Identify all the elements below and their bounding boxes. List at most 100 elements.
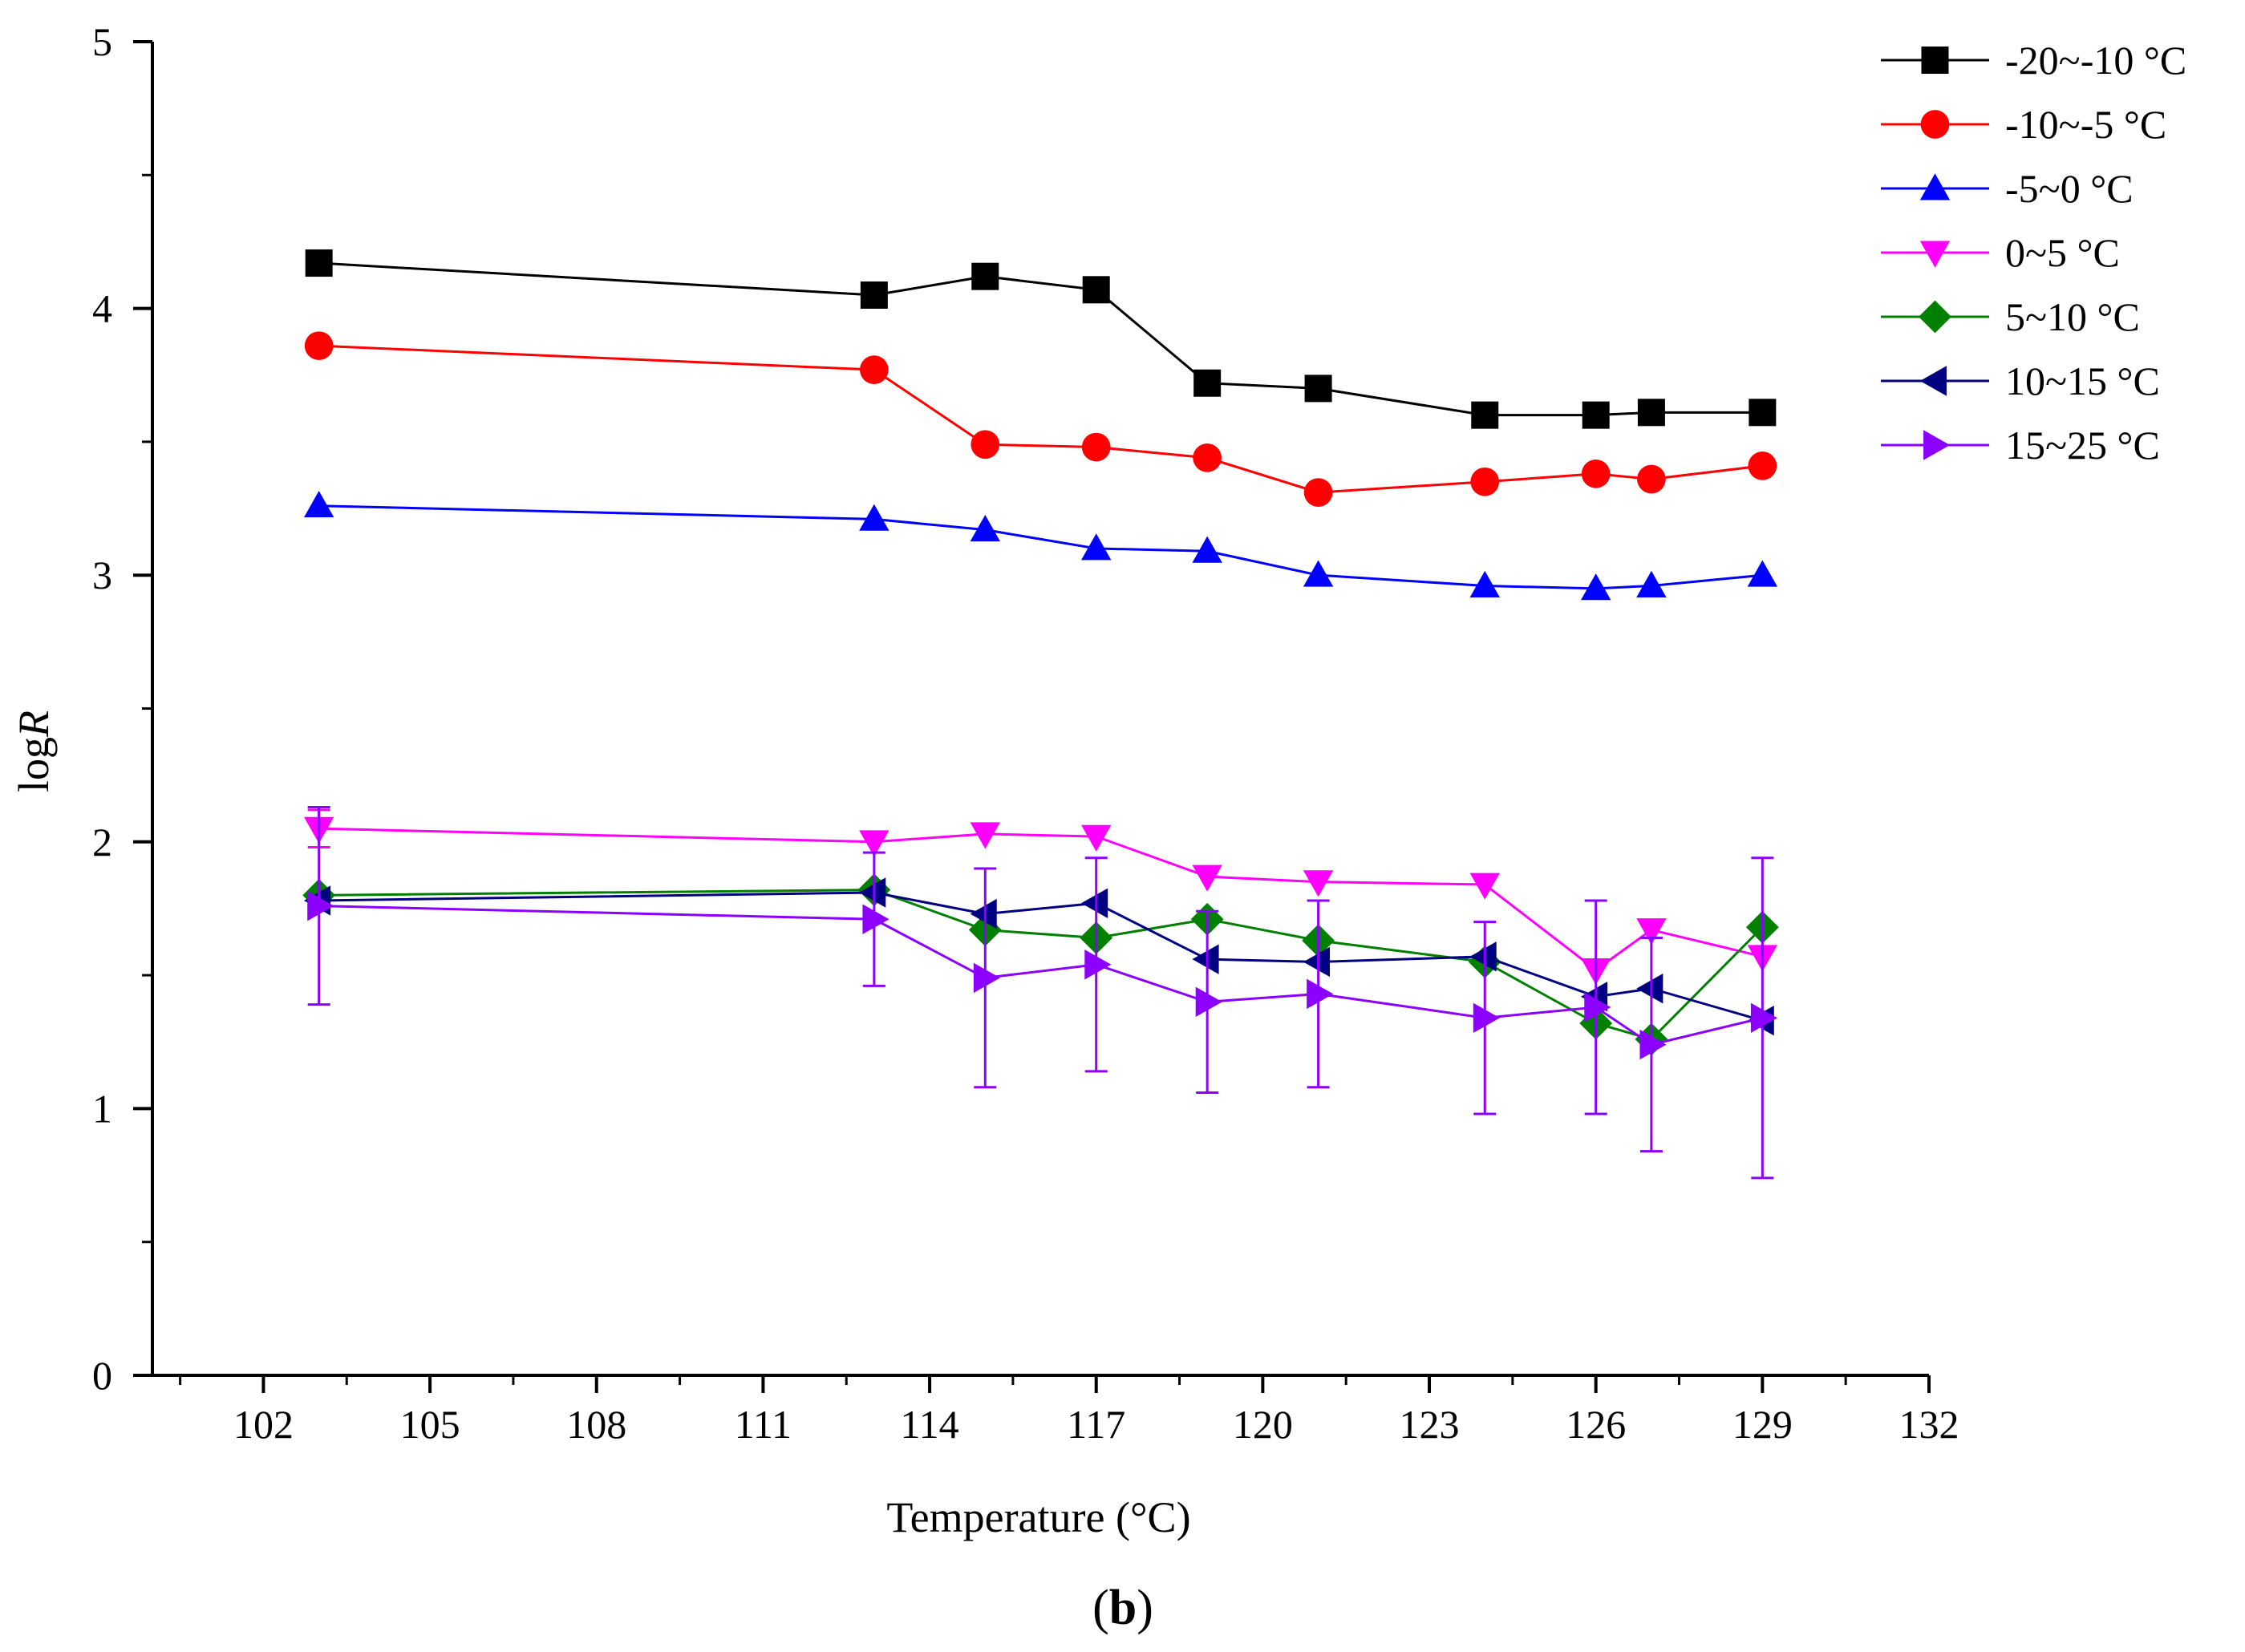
- data-point: [1637, 399, 1665, 427]
- data-point: [1473, 1002, 1500, 1034]
- y-tick-label: 3: [92, 553, 112, 597]
- data-point: [1636, 974, 1663, 1004]
- x-axis: 102 105 108 111 114 117 120 123 126 129 132: [152, 1374, 1959, 1447]
- data-point: [1303, 946, 1331, 978]
- legend-item: 15~25 °C: [1881, 423, 2160, 468]
- series-2: [304, 331, 1777, 507]
- data-point: [1081, 533, 1112, 561]
- y-axis-title: logR: [10, 711, 58, 792]
- legend-marker: [1920, 110, 1950, 139]
- data-point: [1749, 399, 1777, 427]
- data-point: [307, 890, 334, 921]
- legend-label: 0~5 °C: [2005, 230, 2120, 275]
- legend-marker: [1923, 430, 1951, 460]
- data-point: [859, 504, 889, 531]
- x-tick-label: 129: [1732, 1402, 1793, 1447]
- panel-label: (b): [1092, 1581, 1153, 1635]
- data-point: [1636, 570, 1667, 597]
- x-tick-label: 111: [735, 1402, 792, 1447]
- x-tick-label: 102: [233, 1402, 294, 1447]
- legend-label: 10~15 °C: [2005, 358, 2160, 403]
- x-tick-label: 120: [1233, 1402, 1293, 1447]
- legend-item: -10~-5 °C: [1881, 102, 2166, 147]
- series-line: [318, 827, 1763, 972]
- data-point: [1081, 888, 1108, 918]
- x-tick-label: 126: [1566, 1402, 1626, 1447]
- y-tick-label: 2: [92, 820, 112, 864]
- data-point: [1192, 944, 1219, 974]
- data-point: [1192, 536, 1222, 563]
- legend: -20~-10 °C -10~-5 °C -5~0 °C 0~5 °C 5~10 °C 1…: [1881, 38, 2186, 468]
- legend-marker: [1919, 366, 1947, 396]
- x-tick-label: 132: [1899, 1402, 1959, 1447]
- data-point: [1303, 478, 1333, 507]
- legend-item: 0~5 °C: [1881, 230, 2120, 275]
- series-line: [318, 344, 1763, 494]
- y-tick-label: 1: [92, 1086, 112, 1131]
- legend-label: 5~10 °C: [2005, 294, 2140, 339]
- data-point: [973, 962, 1000, 994]
- y-tick-label: 4: [92, 286, 112, 331]
- data-point: [303, 491, 334, 518]
- legend-label: 15~25 °C: [2005, 423, 2160, 468]
- data-point: [1637, 464, 1666, 494]
- data-point: [1195, 986, 1222, 1018]
- data-point: [1082, 276, 1110, 304]
- data-point: [1581, 459, 1611, 488]
- series-line: [318, 261, 1763, 417]
- legend-label: -20~-10 °C: [2005, 38, 2186, 83]
- data-point: [970, 822, 1000, 849]
- y-tick-label: 0: [92, 1353, 112, 1398]
- data-point: [1750, 1002, 1778, 1034]
- x-tick-label: 117: [1067, 1402, 1125, 1447]
- x-tick-label: 108: [566, 1402, 626, 1447]
- series-line: [318, 889, 1764, 1041]
- data-point: [1748, 451, 1777, 480]
- data-point: [1470, 467, 1500, 496]
- legend-item: -20~-10 °C: [1881, 38, 2186, 83]
- data-point: [1193, 369, 1222, 397]
- data-point: [1084, 949, 1112, 980]
- series-line: [318, 905, 1763, 1047]
- data-point: [305, 249, 333, 277]
- data-point: [1081, 432, 1111, 462]
- legend-item: 10~15 °C: [1881, 358, 2160, 403]
- series-3: [303, 491, 1778, 601]
- data-point: [1307, 978, 1334, 1010]
- data-point: [860, 281, 888, 309]
- data-point: [971, 430, 1000, 460]
- y-tick-label: 5: [92, 19, 112, 64]
- data-point: [1584, 992, 1611, 1022]
- series-line: [318, 504, 1763, 590]
- data-point: [1192, 864, 1222, 892]
- data-point: [1193, 443, 1222, 472]
- data-point: [304, 331, 334, 361]
- series-layer: [302, 249, 1779, 1180]
- legend-label: -5~0 °C: [2005, 166, 2134, 211]
- data-point: [1636, 918, 1667, 945]
- data-point: [1303, 870, 1334, 897]
- data-point: [859, 877, 886, 908]
- data-point: [1469, 941, 1497, 972]
- series-1: [305, 249, 1777, 429]
- legend-marker: [1919, 173, 1951, 200]
- data-point: [1582, 401, 1610, 429]
- data-point: [1304, 375, 1332, 403]
- legend-label: -10~-5 °C: [2005, 102, 2166, 147]
- legend-marker: [1919, 300, 1951, 334]
- data-point: [970, 898, 997, 929]
- x-tick-label: 123: [1400, 1402, 1460, 1447]
- x-tick-label: 105: [400, 1402, 460, 1447]
- data-point: [1303, 560, 1334, 587]
- legend-marker: [1919, 241, 1951, 268]
- data-point: [862, 904, 889, 934]
- series-7: [307, 806, 1778, 1180]
- data-point: [1747, 560, 1778, 587]
- data-point: [1639, 1029, 1667, 1060]
- data-point: [1469, 873, 1500, 900]
- x-tick-label: 114: [900, 1402, 958, 1447]
- data-point: [859, 355, 889, 384]
- y-axis: 0 1 2 3 4 5: [92, 19, 154, 1398]
- series-line: [318, 891, 1763, 1022]
